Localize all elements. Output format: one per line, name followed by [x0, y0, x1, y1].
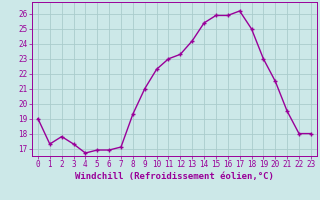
- X-axis label: Windchill (Refroidissement éolien,°C): Windchill (Refroidissement éolien,°C): [75, 172, 274, 181]
